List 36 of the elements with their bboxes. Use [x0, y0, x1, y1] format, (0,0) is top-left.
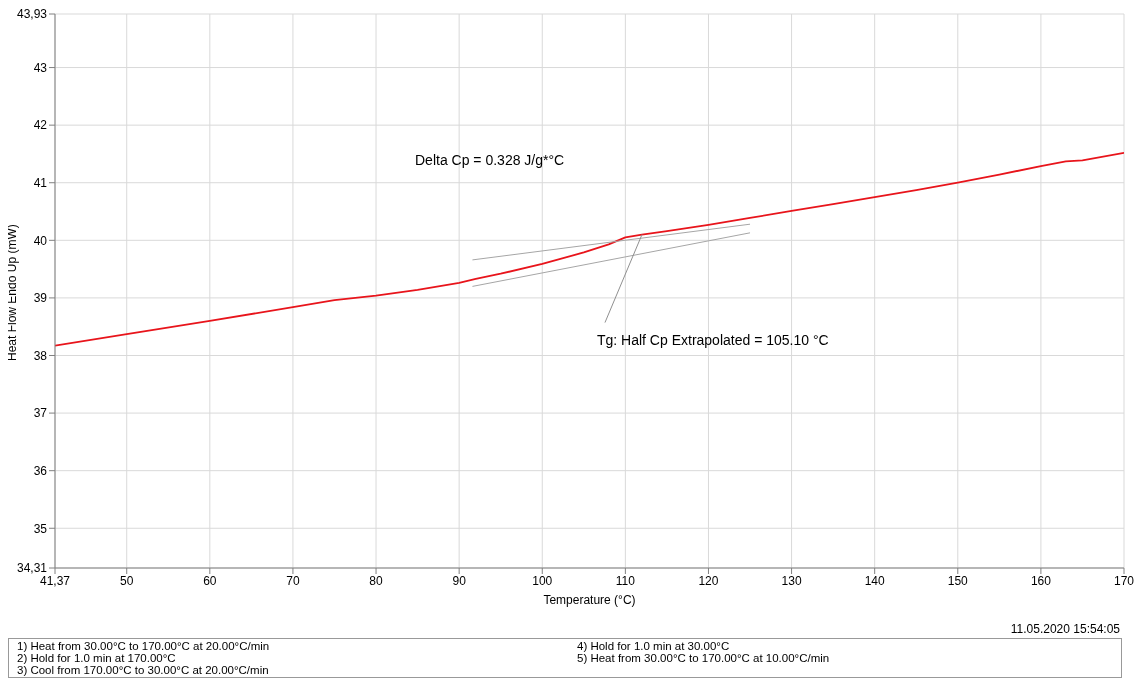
text: 11.05.2020 15:54:05	[1009, 622, 1121, 636]
x-tick-label: 170	[1113, 573, 1134, 588]
x-tick-label: 130	[781, 573, 802, 588]
y-tick-label: 38	[33, 348, 48, 363]
line-series	[55, 151, 1124, 347]
text: 1) Heat from 30.00°C to 170.00°C at 20.00°C/min	[17, 640, 271, 652]
text: 2) Hold for 1.0 min at 170.00°C	[17, 652, 177, 664]
annotation: Delta Cp = 0.328 J/g*°C	[415, 152, 565, 168]
x-tick-label: 110	[615, 573, 636, 588]
annotation: Tg: Half Cp Extrapolated = 105.10 °C	[596, 331, 829, 348]
y-tick-label: 43	[33, 60, 48, 75]
x-tick-label: 80	[369, 573, 384, 588]
x-tick-label: 160	[1030, 573, 1052, 588]
y-tick-label: 35	[33, 521, 48, 536]
x-tick-label: 90	[452, 573, 467, 588]
y-tick-label: 37	[33, 406, 48, 421]
text: 3) Cool from 170.00°C to 30.00°C at 20.00°C/min	[17, 664, 270, 676]
x-tick-label: 140	[864, 573, 886, 588]
x-tick-label: 150	[947, 573, 969, 588]
x-tick-label: 100	[532, 573, 553, 588]
x-tick-label: 60	[203, 573, 217, 588]
text: 5) Heat from 30.00°C to 170.00°C at 10.00°C/min	[577, 652, 831, 664]
y-tick-label: 40	[33, 233, 48, 248]
y-tick-label: 39	[33, 291, 48, 306]
x-tick-label: 41,37	[39, 573, 71, 588]
y-axis-title: Heat Flow Endo Up (mW)	[5, 224, 20, 361]
y-tick-label: 34,31	[16, 561, 48, 576]
text: 4) Hold for 1.0 min at 30.00°C	[577, 640, 731, 652]
x-tick-label: 70	[286, 573, 300, 588]
x-tick-label: 120	[698, 573, 719, 588]
x-tick-label: 50	[120, 573, 134, 588]
y-tick-label: 43,93	[16, 7, 48, 22]
y-tick-label: 42	[33, 118, 48, 133]
y-tick-label: 41	[33, 175, 48, 190]
x-axis-title: Temperature (°C)	[543, 593, 636, 607]
y-tick-label: 36	[33, 463, 48, 478]
